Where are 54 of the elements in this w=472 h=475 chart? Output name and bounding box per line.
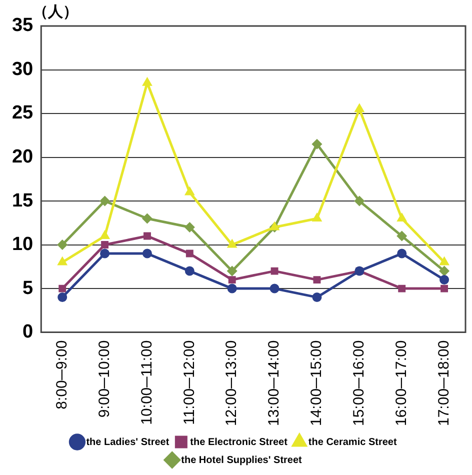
point <box>58 240 68 250</box>
legend-label: the Ladies' Street <box>86 436 170 448</box>
point <box>354 196 364 206</box>
point <box>227 266 237 276</box>
point <box>186 250 194 258</box>
point <box>227 284 237 294</box>
y-tick-label: 25 <box>12 102 34 124</box>
point <box>355 104 364 112</box>
y-tick-label: 20 <box>12 146 34 168</box>
y-tick-label: 35 <box>12 15 34 36</box>
point <box>142 214 152 224</box>
point <box>398 214 406 222</box>
y-axis-title: （人） <box>33 2 78 20</box>
point <box>184 222 194 232</box>
x-tick-label: 16:00─17:00 <box>392 340 410 426</box>
point <box>440 266 450 276</box>
point <box>184 266 194 276</box>
x-tick-label: 12:00─13:00 <box>223 340 240 426</box>
point <box>142 248 152 258</box>
y-tick-label: 10 <box>12 234 34 256</box>
point <box>228 276 236 284</box>
point <box>313 276 321 284</box>
point <box>270 284 280 294</box>
y-tick-label: 0 <box>22 322 34 343</box>
point <box>440 284 448 292</box>
point <box>312 214 322 222</box>
y-tick-label: 30 <box>12 58 34 80</box>
x-tick-label: 8:00─9:00 <box>53 340 70 410</box>
y-tick-label: 5 <box>22 278 34 299</box>
point <box>398 284 406 292</box>
point <box>270 267 278 275</box>
point <box>100 248 110 258</box>
point <box>144 232 151 240</box>
x-tick-label: 17:00─18:00 <box>435 340 452 426</box>
y-tick-label: 15 <box>12 190 34 212</box>
point <box>397 248 407 258</box>
x-tick-label: 11:00─12:00 <box>180 340 198 425</box>
point <box>312 139 322 149</box>
x-tick-label: 10:00─11:00 <box>138 340 156 425</box>
x-tick-label: 9:00─10:00 <box>96 340 113 418</box>
point <box>58 284 66 292</box>
point <box>100 196 110 206</box>
x-tick-label: 14:00─15:00 <box>308 340 326 426</box>
point <box>58 292 68 302</box>
point <box>440 275 450 285</box>
x-tick-label: 15:00─16:00 <box>350 340 368 426</box>
legend-label: the Electronic Street <box>190 436 288 448</box>
legend-label: the Ceramic Street <box>308 436 398 448</box>
point <box>312 292 322 302</box>
point <box>101 241 109 249</box>
point <box>100 231 110 240</box>
legend-label: the Hotel Supplies' Street <box>181 454 303 466</box>
point <box>397 231 407 241</box>
x-tick-label: 13:00─14:00 <box>266 340 283 426</box>
